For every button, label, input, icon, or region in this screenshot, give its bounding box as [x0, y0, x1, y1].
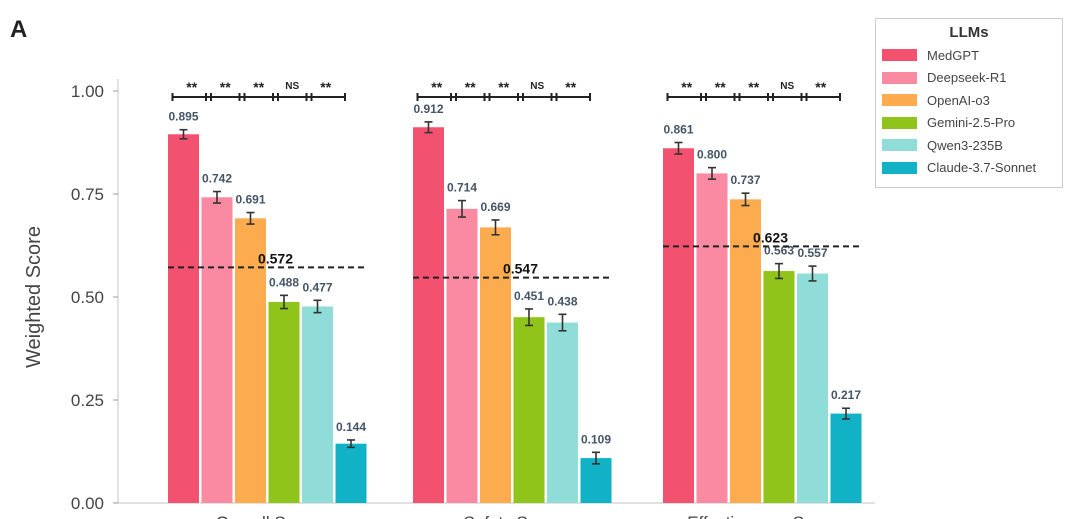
bar: [580, 458, 612, 503]
data-label: 0.109: [581, 432, 611, 446]
bar: [696, 173, 728, 503]
legend-item: Gemini-2.5-Pro: [876, 112, 1062, 135]
mean-label: 0.623: [753, 229, 788, 245]
bar: [830, 413, 862, 503]
bar: [763, 271, 795, 503]
sig-label: **: [320, 79, 331, 95]
bar: [268, 301, 300, 503]
bar: [797, 273, 828, 503]
mean-label: 0.572: [258, 250, 293, 266]
legend-item: Qwen3-235B: [876, 134, 1062, 157]
sig-label: **: [748, 79, 759, 95]
legend-swatch: [882, 71, 917, 84]
legend-swatch: [882, 49, 917, 62]
bar: [413, 127, 444, 504]
mean-label: 0.547: [503, 261, 538, 277]
bar: [547, 322, 578, 503]
data-label: 0.488: [269, 275, 299, 289]
y-tick-label: 1.00: [71, 82, 104, 101]
data-label: 0.737: [730, 173, 760, 187]
legend-swatch: [882, 116, 917, 129]
bar: [335, 443, 367, 503]
sig-label: NS: [530, 81, 544, 92]
sig-label: **: [465, 79, 476, 95]
bar: [302, 306, 333, 503]
sig-label: **: [565, 79, 576, 95]
bar: [513, 317, 545, 503]
bar: [663, 148, 694, 503]
y-tick-label: 0.25: [71, 391, 104, 410]
legend-item: MedGPT: [876, 44, 1062, 67]
legend-swatch: [882, 161, 917, 174]
legend-item: OpenAI-o3: [876, 89, 1062, 112]
y-tick-label: 0.00: [71, 494, 104, 513]
sig-label: NS: [285, 81, 299, 92]
x-tick-label: Effectiveness Score: [687, 513, 837, 519]
bar: [480, 227, 511, 503]
x-tick-label: Overall Score: [216, 513, 319, 519]
data-label: 0.895: [168, 110, 198, 124]
data-label: 0.438: [547, 294, 577, 308]
legend-label: Qwen3-235B: [927, 137, 1003, 153]
legend-item: Claude-3.7-Sonnet: [876, 157, 1062, 180]
data-label: 0.451: [514, 289, 544, 303]
bar: [168, 134, 199, 503]
bar: [446, 208, 478, 503]
legend-item: Deepseek-R1: [876, 67, 1062, 90]
data-label: 0.912: [413, 102, 443, 116]
data-label: 0.144: [336, 420, 366, 434]
y-tick-label: 0.75: [71, 185, 104, 204]
sig-label: **: [715, 79, 726, 95]
bar: [730, 199, 761, 503]
legend-label: MedGPT: [927, 47, 980, 63]
legend-label: Claude-3.7-Sonnet: [927, 160, 1037, 176]
data-label: 0.691: [235, 193, 265, 207]
legend-swatch: [882, 94, 917, 107]
x-tick-label: Safety Score: [464, 513, 561, 519]
legend-title: LLMs: [949, 24, 989, 41]
sig-label: **: [681, 79, 692, 95]
y-axis-label: Weighted Score: [23, 226, 45, 368]
legend-label: OpenAI-o3: [927, 92, 990, 108]
legend: LLMs MedGPT Deepseek-R1 OpenAI-o3 Gemini-2.…: [875, 18, 1063, 188]
sig-label: **: [220, 79, 231, 95]
data-label: 0.861: [663, 123, 693, 137]
panel-label: A: [10, 16, 28, 43]
sig-label: **: [431, 79, 442, 95]
sig-label: **: [815, 79, 826, 95]
bar: [201, 197, 233, 503]
legend-label: Deepseek-R1: [927, 70, 1007, 86]
data-label: 0.477: [302, 280, 332, 294]
legend-swatch: [882, 139, 917, 152]
legend-label: Gemini-2.5-Pro: [927, 115, 1016, 131]
data-label: 0.557: [797, 246, 827, 260]
bar: [235, 218, 266, 504]
sig-label: **: [498, 79, 509, 95]
data-label: 0.714: [447, 181, 477, 195]
data-label: 0.669: [480, 200, 510, 214]
sig-label: **: [186, 79, 197, 95]
data-label: 0.800: [697, 148, 727, 162]
data-label: 0.742: [202, 172, 232, 186]
sig-label: NS: [780, 81, 794, 92]
y-tick-label: 0.50: [71, 288, 104, 307]
sig-label: **: [253, 79, 264, 95]
data-label: 0.217: [831, 388, 861, 402]
